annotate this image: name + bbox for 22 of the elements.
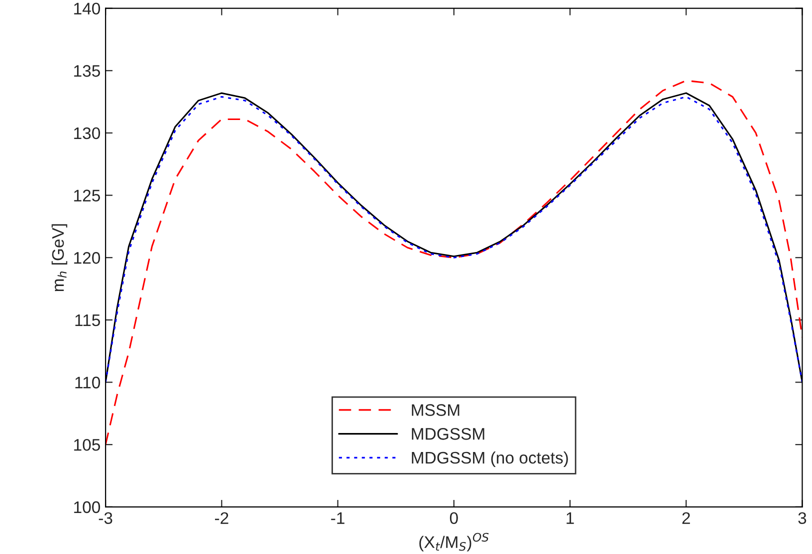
x-tick-label: 3 [798, 512, 806, 524]
x-tick-label: -2 [215, 512, 228, 524]
legend-label: MSSM [412, 404, 460, 416]
x-axis-title: (X$_{t}$/M$_{S}$)$^{OS}$ [419, 532, 489, 552]
x-tick-label: 0 [450, 512, 458, 524]
line-series [106, 80, 802, 446]
y-axis-title: m$_{h}$ [GeV] [52, 224, 68, 292]
y-tick-label: 135 [74, 65, 100, 77]
x-tick-label: -1 [331, 512, 344, 524]
x-tick-label: 1 [566, 512, 574, 524]
y-tick-label: 120 [74, 252, 100, 264]
x-tick-label: 2 [682, 512, 690, 524]
y-tick-label: 130 [74, 127, 100, 140]
legend-label: MDGSSM (no octets) [412, 451, 568, 467]
y-tick-label: 105 [74, 438, 100, 451]
y-tick-label: 100 [74, 501, 100, 514]
y-tick-label: 140 [74, 2, 100, 15]
legend-label: MDGSSM [412, 428, 484, 440]
y-tick-label: 125 [74, 190, 100, 202]
y-tick-label: 115 [75, 314, 100, 326]
x-tick-label: -3 [98, 512, 112, 524]
y-tick-label: 110 [75, 376, 100, 388]
